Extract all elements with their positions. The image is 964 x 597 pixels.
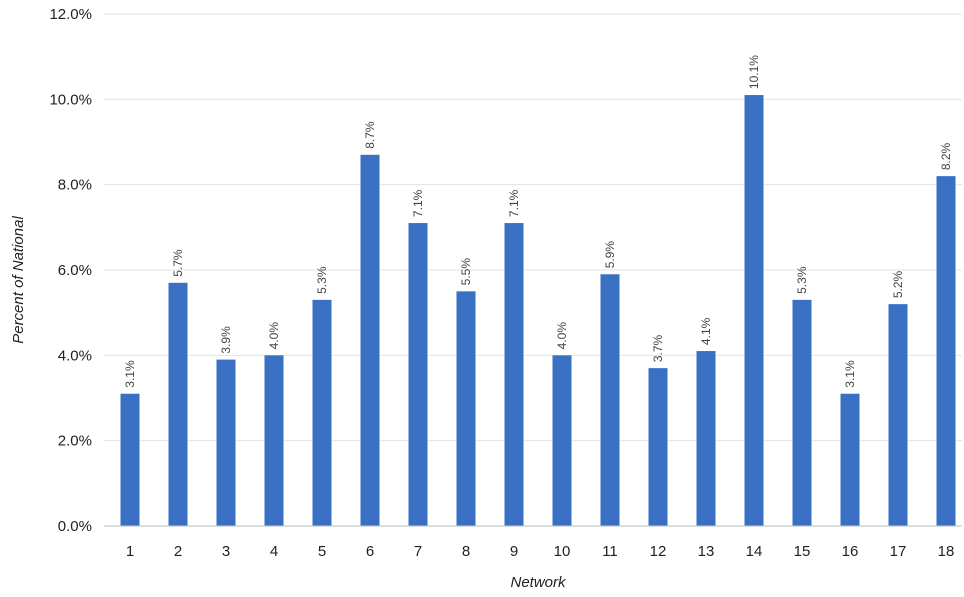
data-label: 8.7% — [363, 121, 377, 149]
x-axis-ticks: 1 2 3 4 5 6 7 8 9 10 11 12 13 14 15 16 17 18 — [126, 543, 955, 560]
x-tick-label: 8 — [462, 543, 470, 560]
y-tick-label: 2.0% — [58, 433, 92, 450]
data-label: 5.2% — [891, 270, 905, 298]
data-label: 5.7% — [171, 249, 185, 277]
x-tick-label: 18 — [938, 543, 955, 560]
x-tick-label: 10 — [554, 543, 571, 560]
bar-network-1 — [120, 393, 140, 526]
data-label: 5.5% — [459, 258, 473, 286]
bar-network-13 — [696, 351, 716, 526]
bar-network-15 — [792, 299, 812, 526]
y-tick-label: 4.0% — [58, 347, 92, 364]
data-label: 4.0% — [555, 322, 569, 350]
data-label: 7.1% — [411, 189, 425, 217]
data-label: 3.9% — [219, 326, 233, 354]
data-label: 3.1% — [843, 360, 857, 388]
bar-network-7 — [408, 223, 428, 527]
bar-network-4 — [264, 355, 284, 526]
bars — [120, 95, 956, 527]
bar-network-18 — [936, 176, 956, 526]
data-label: 5.3% — [795, 266, 809, 294]
y-tick-label: 10.0% — [49, 91, 92, 108]
x-tick-label: 4 — [270, 543, 278, 560]
x-tick-label: 11 — [602, 543, 618, 560]
x-tick-label: 1 — [126, 543, 134, 560]
bar-network-3 — [216, 359, 236, 526]
y-tick-label: 12.0% — [49, 6, 92, 23]
bar-network-10 — [552, 355, 572, 526]
bar-network-14 — [744, 95, 764, 527]
x-tick-label: 14 — [746, 543, 763, 560]
data-label: 3.1% — [123, 360, 137, 388]
data-label: 8.2% — [939, 142, 953, 170]
y-tick-label: 8.0% — [58, 177, 92, 194]
data-label: 4.0% — [267, 322, 281, 350]
x-tick-label: 16 — [842, 543, 859, 560]
x-tick-label: 3 — [222, 543, 230, 560]
x-tick-label: 7 — [414, 543, 422, 560]
gridlines — [104, 13, 962, 442]
bar-network-9 — [504, 223, 524, 527]
bar-network-17 — [888, 304, 908, 526]
data-label: 5.9% — [603, 241, 617, 269]
data-label: 10.1% — [747, 55, 761, 89]
x-tick-label: 6 — [366, 543, 374, 560]
y-tick-label: 6.0% — [58, 262, 92, 279]
x-tick-label: 5 — [318, 543, 326, 560]
x-tick-label: 12 — [650, 543, 667, 560]
data-labels: 3.1% 5.7% 3.9% 4.0% 5.3% 8.7% 7.1% 5.5% 7.1% 4.0%… — [123, 55, 953, 388]
data-label: 7.1% — [507, 189, 521, 217]
bar-network-11 — [600, 274, 620, 526]
bar-network-16 — [840, 393, 860, 526]
x-tick-label: 2 — [174, 543, 182, 560]
data-label: 5.3% — [315, 266, 329, 294]
data-label: 4.1% — [699, 317, 713, 345]
x-tick-label: 9 — [510, 543, 518, 560]
bar-network-5 — [312, 299, 332, 526]
bar-network-6 — [360, 154, 380, 527]
y-axis-title: Percent of National — [10, 216, 27, 344]
y-tick-label: 0.0% — [58, 518, 92, 535]
bar-network-2 — [168, 282, 188, 526]
x-tick-label: 15 — [794, 543, 811, 560]
x-axis-title: Network — [510, 574, 567, 591]
x-tick-label: 17 — [890, 543, 907, 560]
x-tick-label: 13 — [698, 543, 715, 560]
bar-network-8 — [456, 291, 476, 526]
data-label: 3.7% — [651, 334, 665, 362]
y-axis-ticks: 0.0% 2.0% 4.0% 6.0% 8.0% 10.0% 12.0% — [49, 6, 92, 535]
bar-network-12 — [648, 368, 668, 526]
